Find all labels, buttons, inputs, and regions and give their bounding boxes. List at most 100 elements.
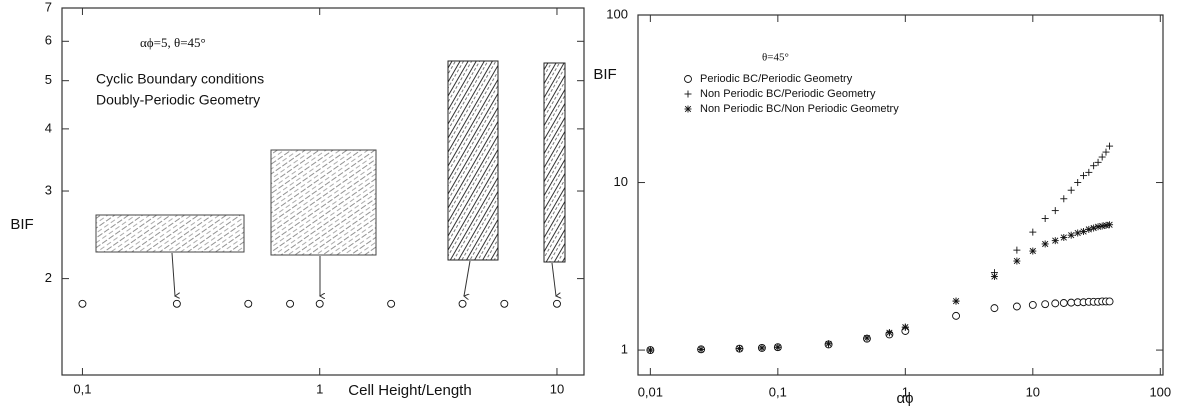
x-tick-label: 1 <box>316 381 323 396</box>
point <box>500 299 509 308</box>
x-axis-label: αϕ <box>896 390 913 407</box>
x-axis-label: Cell Height/Length <box>348 382 471 399</box>
y-axis-label: BIF <box>593 66 616 83</box>
point <box>1041 240 1049 248</box>
point <box>1051 299 1060 308</box>
x-tick-label: 0,01 <box>638 384 663 399</box>
legend-label: Non Periodic BC/Periodic Geometry <box>700 88 876 100</box>
legend-label: Periodic BC/Periodic Geometry <box>700 73 853 85</box>
point <box>774 343 782 351</box>
point <box>1074 179 1082 187</box>
annotation: Doubly-Periodic Geometry <box>96 92 260 108</box>
arrow <box>551 262 556 296</box>
point <box>286 299 295 308</box>
point <box>1012 302 1021 311</box>
point <box>1013 246 1021 254</box>
point-stroke <box>1029 247 1036 255</box>
x-tick-label: 10 <box>1026 384 1040 399</box>
point <box>1090 224 1098 232</box>
point <box>952 297 960 305</box>
point <box>758 344 766 352</box>
cell-inset <box>95 214 245 253</box>
point <box>1059 299 1068 307</box>
arrow <box>464 260 471 296</box>
point-stroke <box>1042 240 1049 248</box>
point-stroke <box>1099 222 1106 230</box>
y-tick-label: 1 <box>621 342 628 357</box>
point-stroke <box>886 329 893 336</box>
legend-label: Non Periodic BC/Non Periodic Geometry <box>700 103 899 115</box>
point-stroke <box>774 344 781 351</box>
point-stroke <box>952 297 960 305</box>
point <box>1028 300 1037 309</box>
point <box>1102 148 1110 156</box>
y-tick-label: 4 <box>45 120 52 135</box>
point <box>1060 233 1068 241</box>
point <box>458 299 467 308</box>
plot-frame <box>637 14 1164 376</box>
point-stroke <box>758 344 766 352</box>
point <box>387 299 396 308</box>
y-tick-label: 6 <box>45 33 52 48</box>
point <box>735 345 743 353</box>
point-stroke <box>1074 229 1081 237</box>
annotation: Cyclic Boundary conditions <box>96 71 264 87</box>
point-stroke <box>1090 224 1097 232</box>
point <box>553 299 561 308</box>
point <box>1029 228 1037 236</box>
point-stroke <box>697 346 705 353</box>
point <box>1098 153 1106 161</box>
point <box>1051 207 1059 215</box>
x-tick-label: 10 <box>550 381 564 396</box>
point <box>1067 186 1075 194</box>
point <box>1106 142 1114 150</box>
point <box>1041 215 1049 223</box>
point-stroke <box>684 105 692 113</box>
point-stroke <box>1094 223 1102 230</box>
point <box>244 299 253 308</box>
point-stroke <box>647 346 654 354</box>
point <box>1094 223 1102 231</box>
point <box>78 299 87 308</box>
point <box>990 304 999 313</box>
point <box>1013 257 1021 265</box>
point <box>825 340 833 348</box>
x-tick-label: 0,1 <box>73 381 91 396</box>
y-tick-label: 100 <box>606 6 628 21</box>
y-tick-label: 10 <box>614 174 628 189</box>
point-stroke <box>902 324 909 331</box>
point <box>1074 229 1082 237</box>
point-stroke <box>1052 237 1059 244</box>
point <box>1041 300 1050 309</box>
y-tick-label: 5 <box>45 72 52 87</box>
point <box>1051 237 1059 245</box>
legend-marker <box>684 90 692 98</box>
cell-inset <box>270 149 377 256</box>
point <box>1029 247 1037 255</box>
point <box>315 299 324 308</box>
cell-insets <box>95 60 566 296</box>
x-tick-label: 1 <box>902 384 909 399</box>
point <box>1060 195 1068 203</box>
legend-marker <box>684 105 692 113</box>
cell-inset <box>447 60 499 261</box>
point-stroke <box>1013 257 1021 265</box>
point-stroke <box>1085 226 1092 233</box>
cell-inset <box>543 62 566 263</box>
point-stroke <box>1106 221 1113 228</box>
annotation: θ=45° <box>762 52 789 64</box>
point <box>1067 298 1076 307</box>
point-stroke <box>736 345 743 352</box>
point <box>1106 221 1114 229</box>
legend-marker <box>684 75 692 83</box>
point <box>1085 225 1093 233</box>
point <box>646 346 654 354</box>
point <box>990 272 998 280</box>
point <box>1080 172 1088 180</box>
point-stroke <box>1060 234 1067 241</box>
point-stroke <box>1068 232 1075 239</box>
point <box>697 345 705 353</box>
point-stroke <box>863 334 871 342</box>
x-tick-label: 100 <box>1149 384 1171 399</box>
